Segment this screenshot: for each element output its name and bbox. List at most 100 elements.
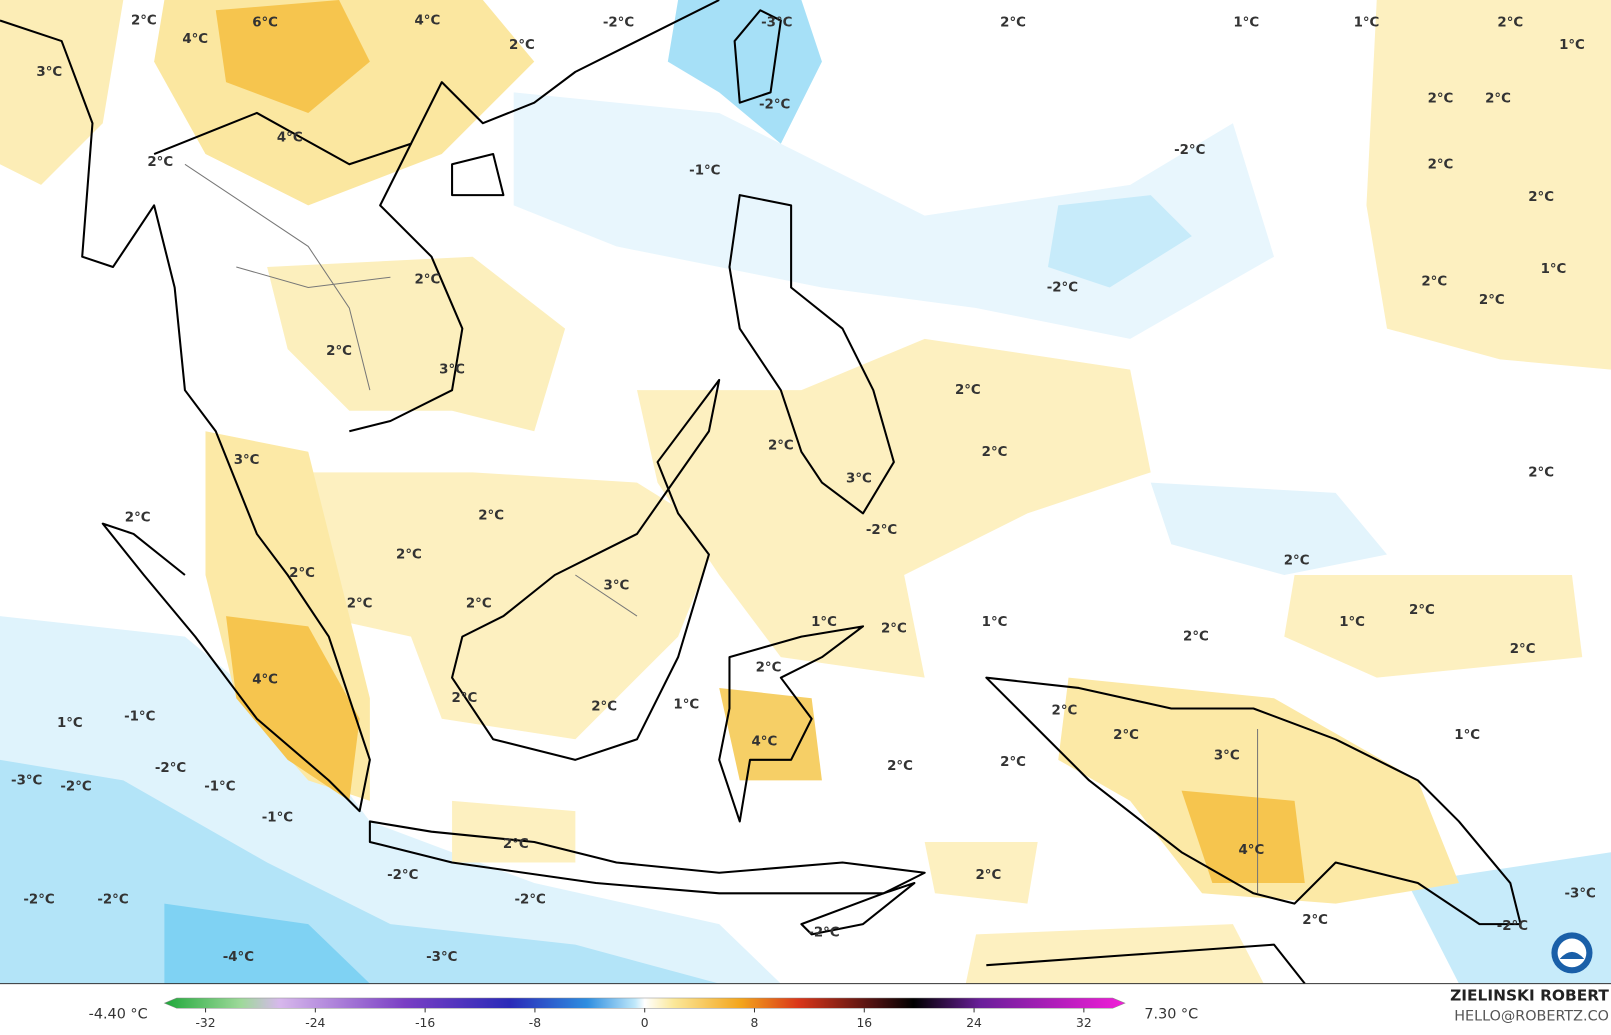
legend-min-label: -4.40 °C xyxy=(89,1006,148,1022)
temp-label: -1°C xyxy=(204,780,235,795)
temp-label: 2°C xyxy=(768,439,794,454)
colorbar-tick-label: 8 xyxy=(751,1016,759,1030)
temp-label: 2°C xyxy=(452,691,478,706)
temp-label: 6°C xyxy=(252,16,278,31)
temp-label: -1°C xyxy=(124,710,155,725)
temp-label: 1°C xyxy=(1354,16,1380,31)
temp-label: 4°C xyxy=(277,131,303,146)
colorbar-tick-label: -24 xyxy=(305,1016,325,1030)
temp-label: -2°C xyxy=(1174,143,1205,158)
temp-label: 2°C xyxy=(1284,554,1310,569)
footer: -4.40 °C 7.30 °C ZIELINSKI ROBERT HELLO@… xyxy=(0,983,1611,1035)
temp-label: 2°C xyxy=(415,272,441,287)
temp-label: 4°C xyxy=(252,673,278,688)
temp-label: -3°C xyxy=(426,950,457,965)
colorbar-tick-label: 24 xyxy=(966,1016,982,1030)
temp-label: 3°C xyxy=(846,471,872,486)
temp-label: -2°C xyxy=(1047,281,1078,296)
coastlines xyxy=(0,0,1522,985)
temp-label: 2°C xyxy=(887,759,913,774)
temp-label: 3°C xyxy=(36,65,62,80)
temp-label: 1°C xyxy=(1233,16,1259,31)
temp-label: 2°C xyxy=(1421,274,1447,289)
temp-label: -2°C xyxy=(759,98,790,113)
temp-label: -3°C xyxy=(761,16,792,31)
temp-label: 2°C xyxy=(1485,92,1511,107)
temp-label: -2°C xyxy=(808,925,839,940)
temp-label: 2°C xyxy=(347,597,373,612)
temp-label: 2°C xyxy=(756,660,782,675)
temp-label: 2°C xyxy=(509,38,535,53)
temp-label: 2°C xyxy=(1000,755,1026,770)
temp-label: 4°C xyxy=(415,14,441,29)
temp-label: 2°C xyxy=(1183,630,1209,645)
temp-label: 1°C xyxy=(57,716,83,731)
colorbar-tick-label: -32 xyxy=(195,1016,215,1030)
temp-label: -2°C xyxy=(514,892,545,907)
temp-label: -2°C xyxy=(387,868,418,883)
temp-label: 4°C xyxy=(1239,843,1265,858)
temp-label: 2°C xyxy=(1409,603,1435,618)
temp-label: 1°C xyxy=(1541,262,1567,277)
temp-label: 2°C xyxy=(881,621,907,636)
colorbar-tick-label: -16 xyxy=(415,1016,435,1030)
temp-label: 2°C xyxy=(1428,92,1454,107)
temp-label: -2°C xyxy=(866,523,897,538)
credit-contact: HELLO@ROBERTZ.CO xyxy=(1454,1009,1609,1025)
temp-label: -2°C xyxy=(1497,919,1528,934)
temp-label: 2°C xyxy=(131,14,157,29)
colorbar-tick-label: 0 xyxy=(641,1016,649,1030)
temp-label: 3°C xyxy=(234,453,260,468)
temp-label: 3°C xyxy=(439,363,465,378)
temp-label: 1°C xyxy=(1339,615,1365,630)
temp-label: 2°C xyxy=(955,383,981,398)
temp-label: -2°C xyxy=(155,761,186,776)
temp-label: 3°C xyxy=(604,578,630,593)
map-fill xyxy=(0,0,1611,984)
temp-label: 2°C xyxy=(1528,190,1554,205)
colorbar-tick-label: 16 xyxy=(856,1016,872,1030)
temp-label: 2°C xyxy=(396,547,422,562)
temp-label: -4°C xyxy=(223,950,254,965)
temp-label: 1°C xyxy=(982,615,1008,630)
temp-label: 1°C xyxy=(811,615,837,630)
temp-label: 2°C xyxy=(1302,913,1328,928)
temp-label: 2°C xyxy=(1528,465,1554,480)
borders xyxy=(184,163,1259,894)
temp-label: 2°C xyxy=(1497,16,1523,31)
temp-label: 2°C xyxy=(1479,293,1505,308)
temp-label: 4°C xyxy=(182,32,208,47)
temp-label: -3°C xyxy=(11,773,42,788)
temp-label: -2°C xyxy=(60,780,91,795)
colorbar-tick-label: 32 xyxy=(1076,1016,1092,1030)
temp-label: -1°C xyxy=(689,163,720,178)
temp-label: -2°C xyxy=(97,892,128,907)
map-labels: 2°C 6°C 4°C -2°C -3°C 2°C 1°C 1°C 2°C 1°C 4°C 2°C 3°… xyxy=(11,14,1596,965)
temp-label: 2°C xyxy=(976,868,1002,883)
temp-label: 2°C xyxy=(1052,704,1078,719)
temp-label: 2°C xyxy=(466,597,492,612)
temp-label: 2°C xyxy=(1428,157,1454,172)
colorbar-tick-label: -8 xyxy=(529,1016,541,1030)
temp-label: 2°C xyxy=(289,566,315,581)
temp-label: 2°C xyxy=(1113,728,1139,743)
temp-label: -1°C xyxy=(262,810,293,825)
temp-label: -3°C xyxy=(1565,886,1596,901)
credit-author: ZIELINSKI ROBERT xyxy=(1450,986,1609,1004)
temp-label: 2°C xyxy=(1000,16,1026,31)
temp-label: 2°C xyxy=(982,445,1008,460)
temp-label: 2°C xyxy=(147,155,173,170)
temp-label: 2°C xyxy=(326,344,352,359)
temp-label: 2°C xyxy=(591,699,617,714)
temp-label: 1°C xyxy=(1559,38,1585,53)
temp-label: 2°C xyxy=(503,837,529,852)
temp-label: -2°C xyxy=(23,892,54,907)
temp-label: 2°C xyxy=(478,508,504,523)
temp-label: 1°C xyxy=(1454,728,1480,743)
legend-max-label: 7.30 °C xyxy=(1144,1006,1198,1022)
temp-label: 2°C xyxy=(125,511,151,526)
temp-label: 1°C xyxy=(673,697,699,712)
colorbar xyxy=(163,997,1126,1009)
